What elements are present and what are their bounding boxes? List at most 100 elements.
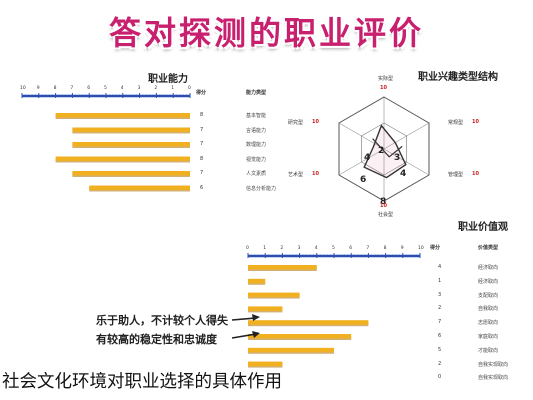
value-score-value: 4 xyxy=(438,264,442,270)
interest-chart-title: 职业兴趣类型结构 xyxy=(418,72,498,83)
ability-bar xyxy=(72,171,190,176)
value-tick-label: 2 xyxy=(280,246,284,251)
value-tick-label: 6 xyxy=(349,246,353,251)
radar-axis-label: 社会型 xyxy=(378,212,394,218)
ability-type-header: 能力类型 xyxy=(246,90,267,96)
value-category-label: 经济取向 xyxy=(478,278,499,285)
ability-tick-label: 10 xyxy=(20,86,26,91)
value-tick-label: 7 xyxy=(366,246,370,251)
ability-category-label: 人文素质 xyxy=(246,171,267,177)
value-category-label: 支配取向 xyxy=(478,292,499,299)
value-category-label: 志愿取向 xyxy=(478,320,499,327)
ability-category-label: 视觉能力 xyxy=(246,156,267,163)
ability-tick-label: 0 xyxy=(188,86,191,91)
ability-bar xyxy=(89,185,190,190)
banner-title: 答对探测的职业评价 xyxy=(108,14,424,52)
caption: 社会文化环境对职业选择的具体作用 xyxy=(0,368,284,393)
value-tick-label: 5 xyxy=(332,246,335,251)
value-chart-title: 职业价值观 xyxy=(458,222,508,233)
ability-category-label: 言语能力 xyxy=(246,127,267,134)
radar-spoke xyxy=(338,148,385,176)
value-tick-label: 0 xyxy=(246,246,249,251)
radar-axis-label: 艺术型 xyxy=(288,172,304,178)
ability-score-value: 7 xyxy=(200,170,204,176)
radar-axis-label: 管理型 xyxy=(448,172,464,178)
value-score-value: 0 xyxy=(438,374,442,381)
ability-chart-title: 职业能力 xyxy=(148,74,188,85)
value-category-label: 自我取向 xyxy=(478,306,499,313)
value-tick-label: 8 xyxy=(383,246,387,251)
value-category-label: 自我实现取向 xyxy=(478,375,509,382)
value-type-header: 价值类型 xyxy=(478,245,499,251)
value-score-value: 1 xyxy=(438,277,442,284)
value-bar xyxy=(248,361,283,367)
annotation-arrowhead xyxy=(252,331,260,338)
radar-inner-value: 4 xyxy=(400,169,407,179)
value-category-label: 才能取向 xyxy=(478,347,499,354)
ability-score-value: 8 xyxy=(200,112,204,118)
ability-category-label: 基本智能 xyxy=(246,113,267,119)
radar-inner-value: 8 xyxy=(380,197,387,207)
value-bar xyxy=(248,334,352,339)
value-bar xyxy=(248,306,283,311)
ability-bar xyxy=(72,142,190,147)
value-bar xyxy=(248,278,266,284)
annotation-arrow-line xyxy=(231,317,257,321)
radar-spoke xyxy=(383,148,430,176)
value-score-value: 6 xyxy=(438,333,442,339)
annotation-arrow-line xyxy=(231,333,257,339)
radar-inner-value: 2 xyxy=(378,146,385,156)
ability-tick-label: 9 xyxy=(36,86,40,91)
value-score-value: 3 xyxy=(438,291,442,298)
value-tick-label: 4 xyxy=(314,246,318,251)
annotation-stability: 有较高的稳定性和忠诚度 xyxy=(96,333,217,346)
value-category-label: 家庭取向 xyxy=(478,334,499,340)
value-category-label: 经济取向 xyxy=(478,265,499,271)
ability-score-value: 6 xyxy=(200,184,204,191)
radar-axis-value: 10 xyxy=(380,85,387,91)
radar-axis-value: 10 xyxy=(380,203,387,209)
ability-category-label: 信息分析能力 xyxy=(246,185,277,192)
radar-axis-value: 10 xyxy=(312,171,319,177)
ability-tick-label: 6 xyxy=(87,86,91,91)
ability-tick-label: 1 xyxy=(171,86,175,91)
value-score-value: 2 xyxy=(438,305,442,312)
value-category-label: 自我实现取向 xyxy=(478,361,509,368)
annotation-arrowhead xyxy=(252,314,260,321)
radar-spoke xyxy=(338,122,385,150)
value-score-value: 7 xyxy=(438,319,442,326)
radar-axis-label: 研究型 xyxy=(288,120,304,126)
ability-score-header: 得分 xyxy=(196,90,207,96)
radar-axis-value: 10 xyxy=(312,119,319,125)
annotation-helping: 乐于助人，不计较个人得失 xyxy=(96,314,228,327)
value-bar xyxy=(248,292,300,298)
radar-profile-inner-line xyxy=(372,138,403,158)
ability-bar xyxy=(55,113,190,118)
value-tick-label: 9 xyxy=(400,246,404,251)
radar-axis-value: 10 xyxy=(472,119,479,125)
value-tick-label: 3 xyxy=(297,246,301,251)
ability-tick-label: 5 xyxy=(104,86,107,91)
ability-tick-label: 7 xyxy=(70,86,74,91)
value-tick-label: 1 xyxy=(263,246,267,251)
ability-score-value: 7 xyxy=(200,126,204,133)
ability-tick-label: 8 xyxy=(53,86,57,91)
radar-spoke xyxy=(383,122,430,150)
ability-bar xyxy=(72,127,190,132)
radar-inner-value: 3 xyxy=(394,153,401,163)
value-bar xyxy=(248,265,317,270)
ability-category-label: 数理能力 xyxy=(246,142,267,148)
radar-inner-value: 6 xyxy=(360,175,367,185)
value-bar xyxy=(248,347,334,353)
ability-tick-label: 3 xyxy=(137,86,141,91)
ability-bar xyxy=(55,156,190,161)
ability-tick-label: 2 xyxy=(154,86,158,91)
radar-axis-label: 常规型 xyxy=(448,120,464,126)
radar-axis-label: 实际型 xyxy=(378,76,394,82)
radar-inner-value: 4 xyxy=(364,153,371,163)
ability-score-value: 8 xyxy=(200,155,204,162)
ability-tick-label: 4 xyxy=(120,86,124,91)
